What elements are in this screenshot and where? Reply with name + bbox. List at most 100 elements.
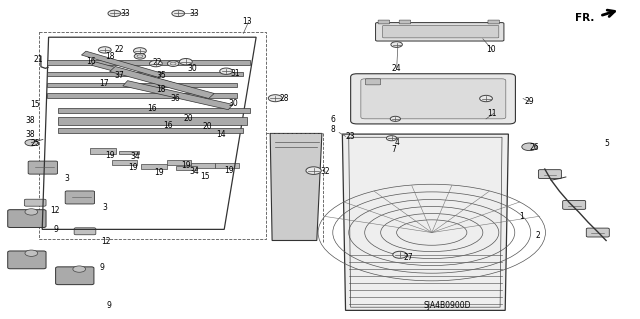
Circle shape xyxy=(25,139,38,146)
Text: 37: 37 xyxy=(115,71,124,80)
Text: 9: 9 xyxy=(100,263,104,272)
Text: 22: 22 xyxy=(115,45,124,55)
Circle shape xyxy=(479,95,492,102)
Text: 3: 3 xyxy=(103,203,108,211)
Text: 28: 28 xyxy=(279,94,289,103)
Text: 1: 1 xyxy=(519,212,524,221)
Text: 19: 19 xyxy=(129,163,138,172)
Circle shape xyxy=(150,60,163,67)
Text: 32: 32 xyxy=(320,167,330,176)
Text: 15: 15 xyxy=(30,100,40,109)
FancyBboxPatch shape xyxy=(8,251,46,269)
Text: 16: 16 xyxy=(163,121,173,130)
Bar xyxy=(90,148,116,154)
Text: 34: 34 xyxy=(189,167,199,176)
FancyBboxPatch shape xyxy=(56,267,94,285)
Text: 18: 18 xyxy=(157,85,166,94)
Text: 38: 38 xyxy=(25,116,35,125)
Text: 19: 19 xyxy=(224,166,234,175)
Text: 11: 11 xyxy=(487,109,497,118)
FancyBboxPatch shape xyxy=(28,161,58,174)
Text: 12: 12 xyxy=(51,206,60,215)
Polygon shape xyxy=(109,66,214,99)
Text: FR.: FR. xyxy=(575,13,595,23)
Text: 19: 19 xyxy=(105,151,115,160)
Text: 15: 15 xyxy=(200,173,210,182)
Text: 22: 22 xyxy=(152,58,161,67)
Text: 19: 19 xyxy=(155,168,164,177)
Text: 3: 3 xyxy=(65,174,69,183)
Bar xyxy=(113,160,137,165)
Text: 18: 18 xyxy=(105,52,115,62)
Circle shape xyxy=(172,10,184,17)
Circle shape xyxy=(25,250,38,256)
Text: 20: 20 xyxy=(202,122,212,131)
Text: 38: 38 xyxy=(25,130,35,139)
Bar xyxy=(214,163,239,168)
Bar xyxy=(191,163,215,168)
FancyBboxPatch shape xyxy=(383,26,499,38)
Text: 33: 33 xyxy=(121,9,131,18)
Text: 10: 10 xyxy=(486,45,495,55)
Text: 27: 27 xyxy=(403,254,413,263)
Text: 9: 9 xyxy=(53,225,58,234)
FancyBboxPatch shape xyxy=(399,20,411,24)
FancyBboxPatch shape xyxy=(65,191,95,204)
Circle shape xyxy=(390,116,401,122)
Text: 6: 6 xyxy=(330,115,335,124)
FancyBboxPatch shape xyxy=(351,74,515,124)
FancyBboxPatch shape xyxy=(376,23,504,41)
Text: 34: 34 xyxy=(131,152,140,161)
FancyBboxPatch shape xyxy=(24,199,46,206)
FancyBboxPatch shape xyxy=(8,210,46,227)
FancyBboxPatch shape xyxy=(74,228,96,235)
Circle shape xyxy=(179,58,192,65)
Polygon shape xyxy=(58,117,246,124)
Circle shape xyxy=(306,167,321,174)
FancyBboxPatch shape xyxy=(378,20,390,24)
Polygon shape xyxy=(342,134,508,310)
Circle shape xyxy=(134,48,147,54)
Bar xyxy=(141,164,167,169)
Circle shape xyxy=(99,47,111,53)
Circle shape xyxy=(522,143,537,151)
Circle shape xyxy=(393,251,407,258)
Polygon shape xyxy=(47,60,250,65)
Circle shape xyxy=(73,266,86,272)
Text: 35: 35 xyxy=(157,71,166,80)
FancyBboxPatch shape xyxy=(488,20,499,24)
Circle shape xyxy=(168,61,179,66)
Bar xyxy=(167,160,191,165)
Text: 5: 5 xyxy=(604,139,609,148)
Text: 26: 26 xyxy=(529,143,539,152)
Circle shape xyxy=(108,10,121,17)
Text: 19: 19 xyxy=(181,161,191,170)
Text: 13: 13 xyxy=(242,18,252,26)
Text: 36: 36 xyxy=(171,94,180,103)
Bar xyxy=(119,151,140,154)
Text: 4: 4 xyxy=(395,137,399,146)
Bar xyxy=(176,166,196,170)
FancyBboxPatch shape xyxy=(563,200,586,209)
Text: 17: 17 xyxy=(100,79,109,88)
Polygon shape xyxy=(47,83,237,87)
Text: 20: 20 xyxy=(183,114,193,123)
Circle shape xyxy=(387,136,397,141)
Text: 16: 16 xyxy=(148,104,157,113)
Text: 31: 31 xyxy=(230,69,240,78)
Text: SJA4B0900D: SJA4B0900D xyxy=(424,301,472,310)
FancyBboxPatch shape xyxy=(538,170,561,179)
Polygon shape xyxy=(58,128,243,133)
Polygon shape xyxy=(47,71,243,76)
Text: 9: 9 xyxy=(106,301,111,310)
FancyBboxPatch shape xyxy=(586,228,609,237)
Circle shape xyxy=(134,53,146,59)
Text: 23: 23 xyxy=(346,132,355,141)
Text: 16: 16 xyxy=(86,57,96,66)
Polygon shape xyxy=(58,108,250,113)
Text: 14: 14 xyxy=(216,130,226,139)
Circle shape xyxy=(268,95,282,102)
FancyBboxPatch shape xyxy=(361,79,506,119)
Circle shape xyxy=(220,68,232,74)
Text: 33: 33 xyxy=(189,9,200,18)
